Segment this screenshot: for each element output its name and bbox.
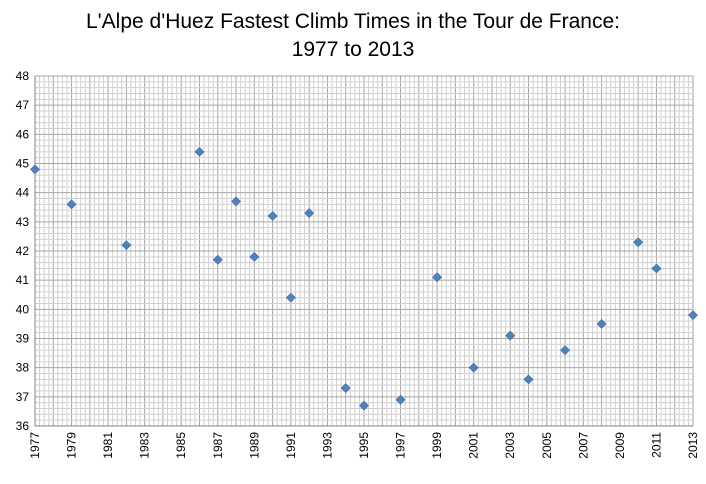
data-point	[30, 164, 40, 175]
x-tick-label: 1991	[284, 432, 298, 459]
y-tick-label: 42	[16, 244, 30, 258]
data-point	[633, 237, 644, 248]
y-tick-label: 45	[16, 157, 30, 171]
data-point	[212, 254, 223, 265]
x-tick-label: 1999	[430, 432, 444, 459]
y-tick-label: 38	[16, 361, 30, 375]
x-tick-label: 1981	[101, 432, 115, 459]
data-point	[523, 374, 534, 385]
data-point	[231, 196, 241, 207]
x-tick-label: 2007	[576, 432, 590, 459]
data-point	[505, 330, 516, 341]
data-point	[66, 199, 77, 210]
y-tick-label: 46	[16, 127, 30, 141]
x-tick-label: 1987	[211, 432, 225, 459]
data-point	[359, 400, 369, 411]
x-tick-label: 1993	[320, 432, 334, 459]
x-tick-label: 1977	[28, 432, 42, 459]
y-tick-label: 40	[16, 302, 30, 316]
y-tick-label: 41	[16, 273, 30, 287]
data-point	[340, 383, 351, 394]
y-tick-label: 36	[16, 419, 30, 433]
y-tick-label: 44	[16, 186, 30, 200]
x-tick-label: 1995	[357, 432, 371, 459]
x-tick-label: 2005	[540, 432, 554, 459]
x-tick-label: 2003	[503, 432, 517, 459]
data-point	[560, 345, 570, 356]
y-tick-label: 43	[16, 215, 30, 229]
chart-title: L'Alpe d'Huez Fastest Climb Times in the…	[85, 10, 621, 33]
data-point	[468, 362, 479, 373]
data-point	[249, 251, 260, 262]
x-tick-label: 1985	[174, 432, 188, 459]
y-tick-label: 39	[16, 332, 30, 346]
chart-subtitle: 1977 to 2013	[291, 38, 415, 61]
y-tick-label: 47	[16, 98, 30, 112]
y-tick-label: 48	[16, 69, 30, 83]
data-point	[304, 208, 315, 219]
x-tick-label: 2009	[613, 432, 627, 459]
x-tick-label: 2011	[649, 432, 663, 458]
x-tick-label: 1979	[65, 432, 79, 459]
data-point	[651, 263, 662, 274]
x-tick-label: 1989	[247, 432, 261, 459]
data-point	[395, 394, 406, 405]
data-point	[688, 310, 698, 321]
data-point	[285, 292, 296, 303]
data-point	[432, 272, 443, 283]
y-tick-label: 37	[16, 390, 30, 404]
x-tick-label: 1997	[394, 432, 408, 459]
x-tick-label: 1983	[138, 432, 152, 459]
data-point	[596, 318, 607, 329]
data-point	[194, 146, 205, 157]
data-point	[267, 211, 278, 221]
x-tick-label: 2001	[467, 432, 481, 459]
data-point	[121, 240, 132, 251]
x-tick-label: 2013	[686, 432, 700, 459]
